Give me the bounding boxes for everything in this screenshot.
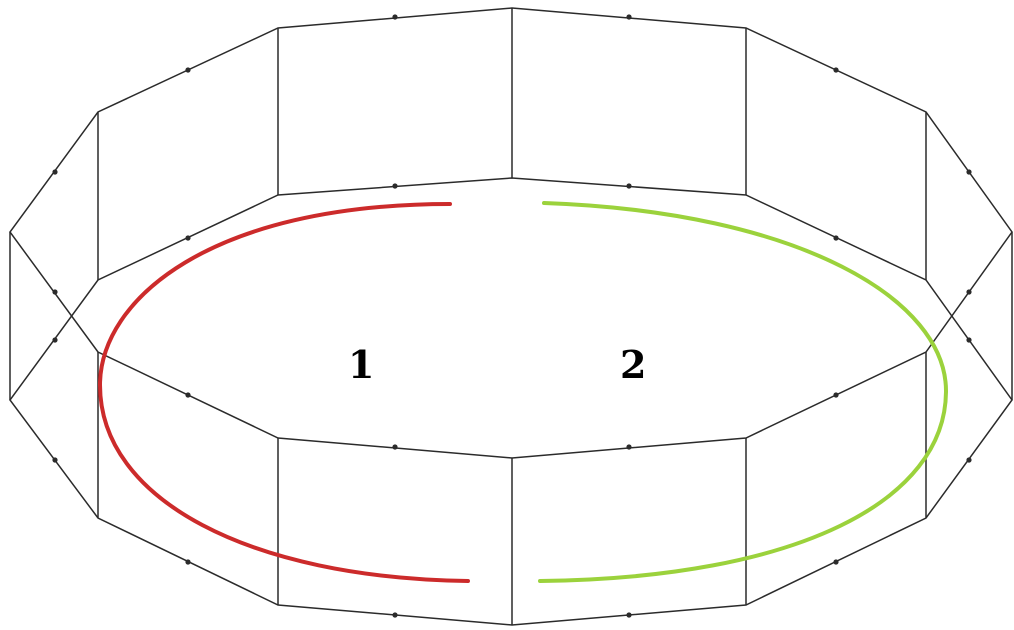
arc-1-label: 1 — [348, 342, 374, 387]
wireframe-prism — [9, 7, 1013, 626]
vertical-edges — [9, 8, 1013, 625]
edge-midpoint-nodes — [52, 14, 972, 618]
arc-1-red — [97, 202, 470, 583]
arc-2-label: 2 — [620, 342, 646, 387]
outer-top-ring — [9, 7, 1013, 459]
outer-bottom-ring — [9, 177, 1013, 626]
arc-2-green — [538, 201, 949, 583]
